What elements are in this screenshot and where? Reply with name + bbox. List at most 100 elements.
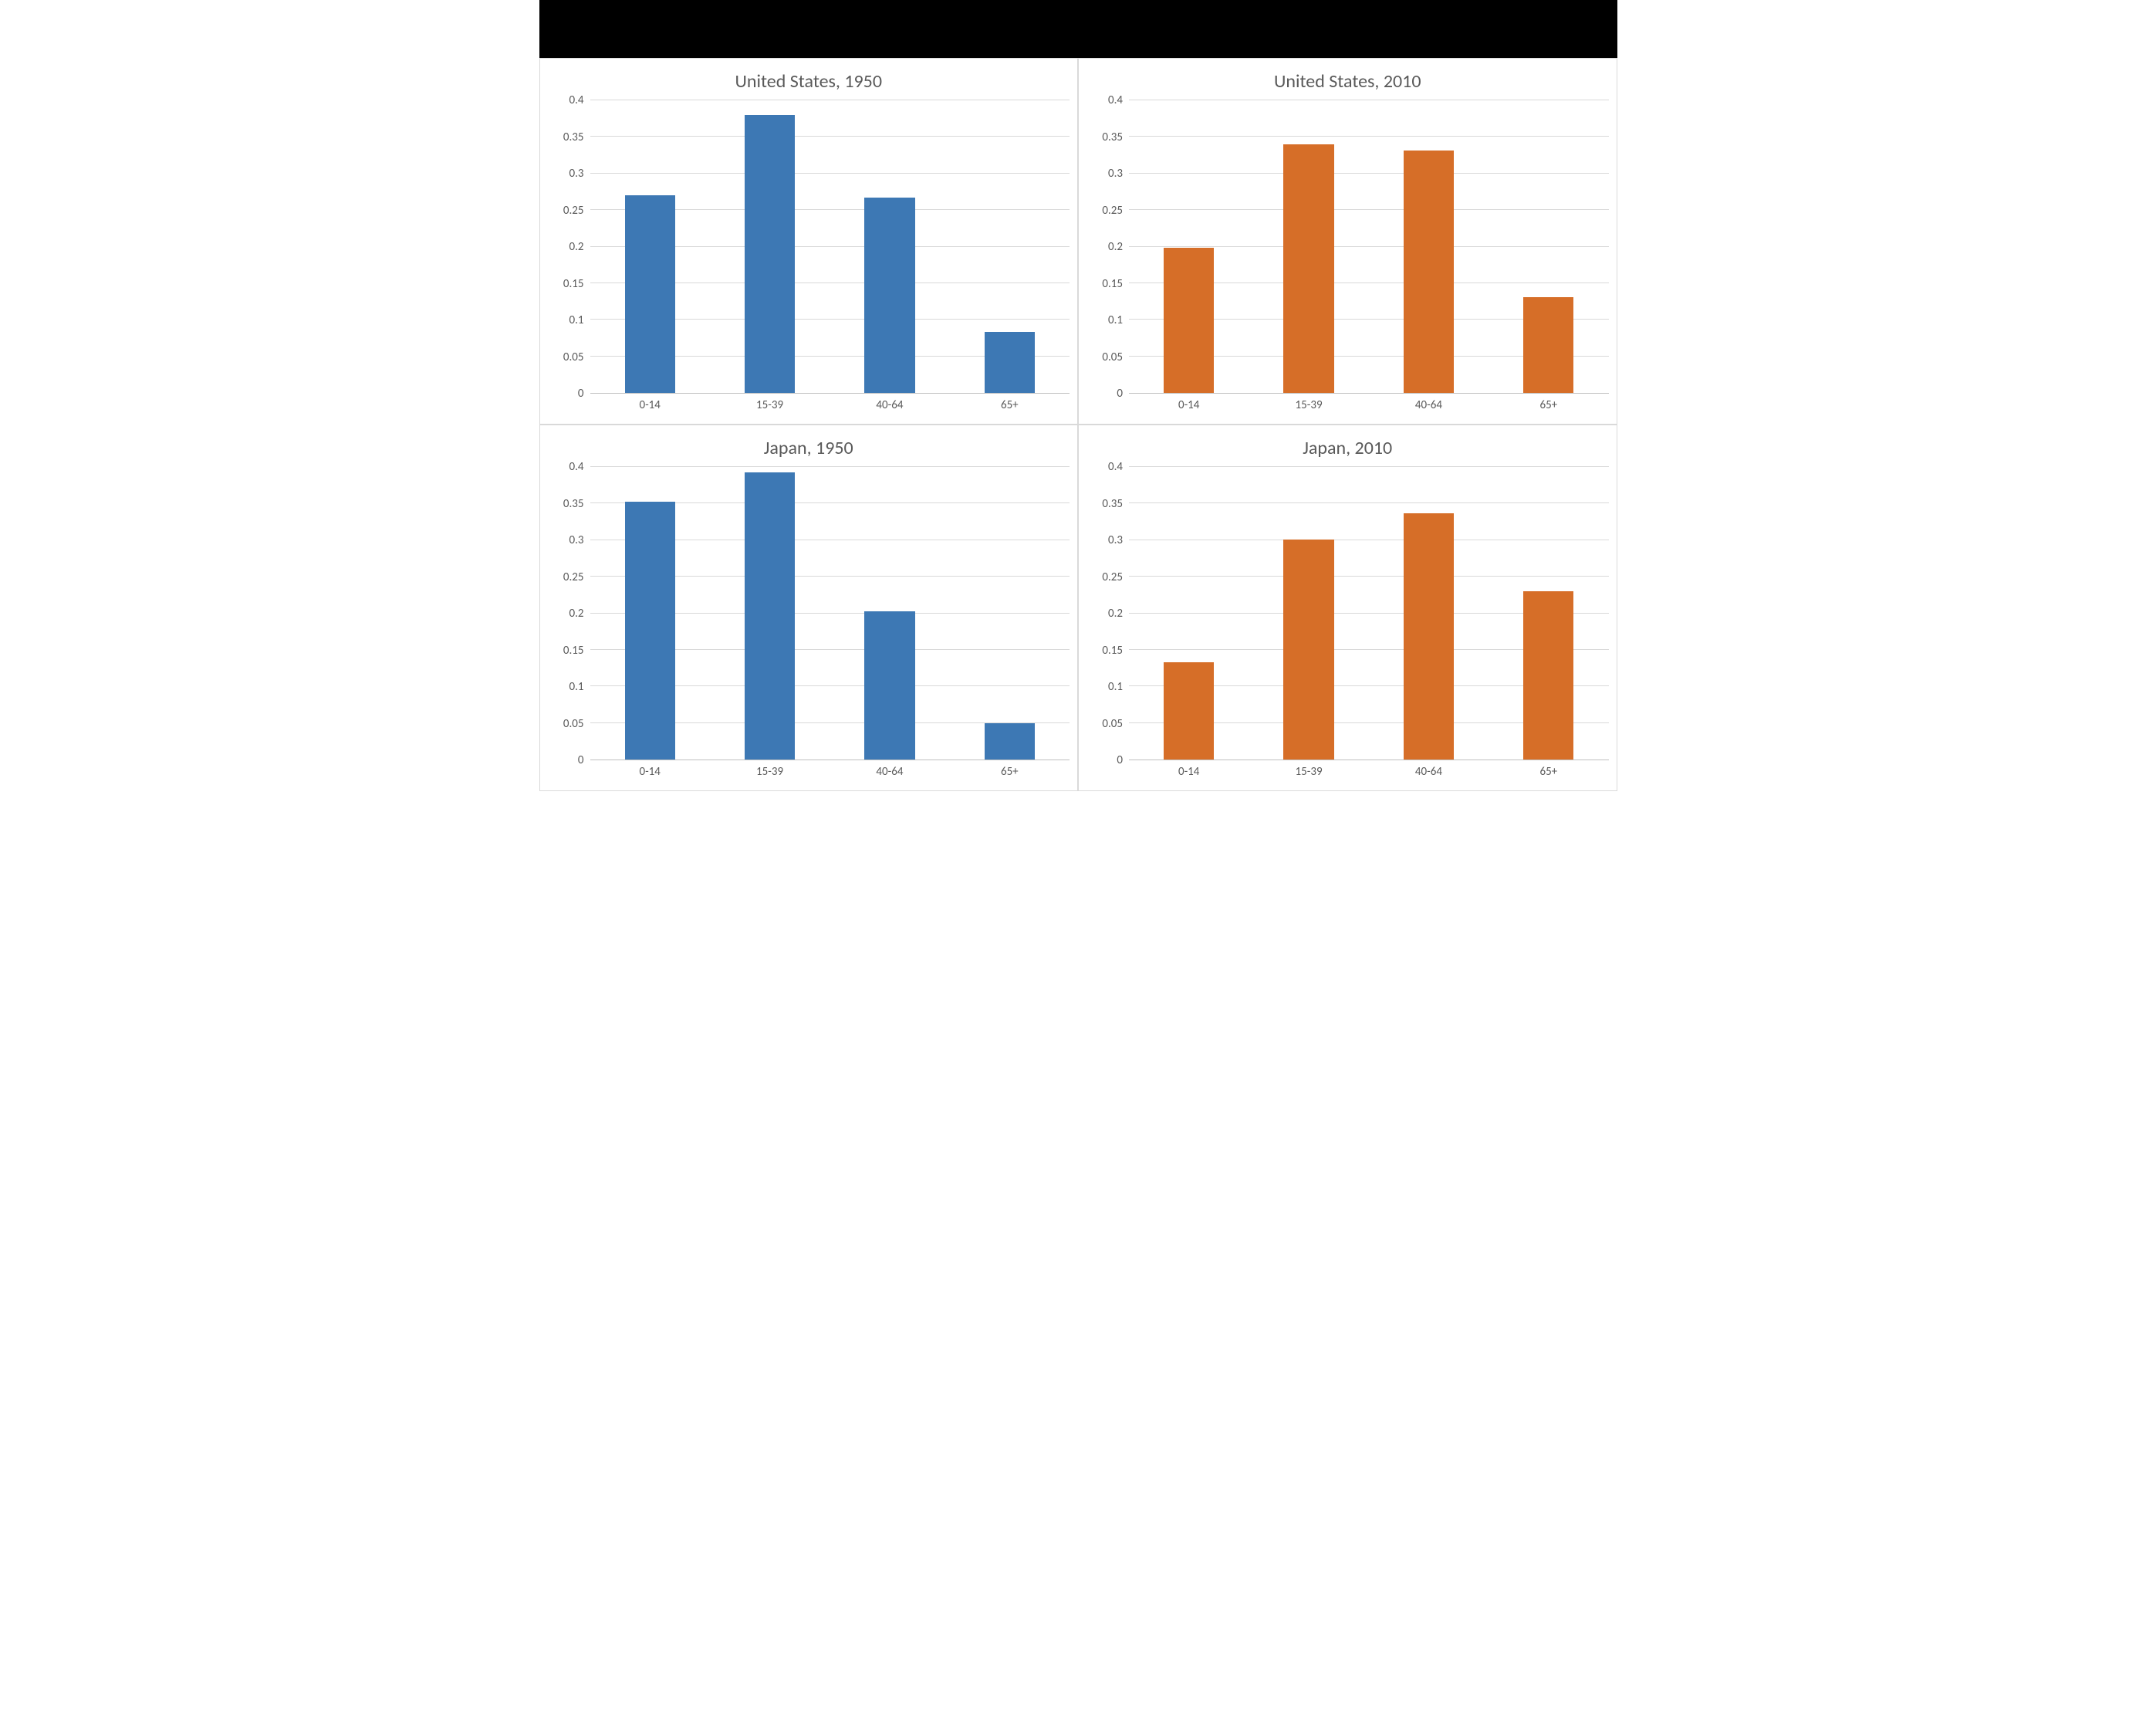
bars-container xyxy=(1129,100,1609,393)
y-tick-label: 0.2 xyxy=(1108,240,1123,254)
bar-slot xyxy=(1489,100,1608,393)
x-tick-label: 40-64 xyxy=(1369,398,1489,412)
chart-panel-us-2010: United States, 2010 0 0.05 0.1 0.15 0.2 0.25 0.… xyxy=(1078,58,1617,425)
y-tick-label: 0.35 xyxy=(1102,130,1123,144)
y-tick-label: 0.4 xyxy=(569,93,584,107)
bar-slot xyxy=(1489,467,1608,760)
bar xyxy=(864,611,914,760)
panel-title: United States, 2010 xyxy=(1086,70,1609,93)
y-tick-label: 0.05 xyxy=(1102,717,1123,731)
x-tick-label: 65+ xyxy=(1489,398,1608,412)
y-tick-label: 0.05 xyxy=(563,350,584,364)
bar xyxy=(1404,151,1454,393)
x-tick-label: 40-64 xyxy=(830,765,949,779)
y-tick-label: 0.3 xyxy=(1108,533,1123,547)
bar-slot xyxy=(830,467,949,760)
x-tick-label: 15-39 xyxy=(1249,765,1368,779)
y-axis: 00.050.10.150.20.250.30.350.4 xyxy=(548,467,590,760)
x-tick-label: 15-39 xyxy=(710,765,830,779)
plot-area xyxy=(1129,467,1609,760)
bar xyxy=(625,502,675,760)
chart-panel-us-1950: United States, 1950 0 0.05 0.1 0.15 0.2 0.25 0.… xyxy=(539,58,1079,425)
y-tick-label: 0.1 xyxy=(569,680,584,694)
y-tick-label: 0.15 xyxy=(1102,277,1123,291)
y-tick-label: 0 xyxy=(1117,387,1123,401)
y-tick-label: 0.15 xyxy=(1102,644,1123,658)
chart-area: 00.050.10.150.20.250.30.350.4 xyxy=(548,467,1070,760)
y-tick-label: 0.4 xyxy=(569,460,584,474)
bar xyxy=(1404,513,1454,760)
y-tick-label: 0.1 xyxy=(569,313,584,327)
bars-container xyxy=(1129,467,1609,760)
x-axis: 0-1415-3940-6465+ xyxy=(1129,765,1609,779)
y-axis: 00.050.10.150.20.250.30.350.4 xyxy=(1086,100,1129,394)
bar-slot xyxy=(1129,467,1249,760)
x-tick-label: 0-14 xyxy=(1129,765,1249,779)
bar-slot xyxy=(1369,100,1489,393)
x-tick-label: 0-14 xyxy=(590,398,710,412)
y-tick-label: 0 xyxy=(578,753,584,767)
bar xyxy=(1164,248,1214,393)
bar xyxy=(985,723,1035,760)
x-tick-label: 40-64 xyxy=(1369,765,1489,779)
bar xyxy=(625,195,675,393)
bar-slot xyxy=(1249,467,1368,760)
bar xyxy=(745,115,795,393)
x-tick-label: 65+ xyxy=(950,398,1070,412)
panel-title: Japan, 2010 xyxy=(1086,437,1609,459)
y-tick-label: 0 xyxy=(578,387,584,401)
x-tick-label: 65+ xyxy=(1489,765,1608,779)
bars-container xyxy=(590,467,1070,760)
bar-slot xyxy=(830,100,949,393)
plot-area xyxy=(590,100,1070,394)
y-tick-label: 0.15 xyxy=(563,277,584,291)
y-tick-label: 0.3 xyxy=(569,533,584,547)
bar xyxy=(745,472,795,760)
bar-slot xyxy=(1249,100,1368,393)
y-axis: 00.050.10.150.20.250.30.350.4 xyxy=(1086,467,1129,760)
bar-slot xyxy=(590,467,710,760)
y-tick-label: 0.1 xyxy=(1108,680,1123,694)
y-tick-label: 0.3 xyxy=(1108,167,1123,181)
y-tick-label: 0.35 xyxy=(563,130,584,144)
y-tick-label: 0.2 xyxy=(569,240,584,254)
y-tick-label: 0.25 xyxy=(563,204,584,218)
bar-slot xyxy=(1129,100,1249,393)
bar xyxy=(1283,144,1333,393)
y-tick-label: 0.3 xyxy=(569,167,584,181)
chart-area: 00.050.10.150.20.250.30.350.4 xyxy=(1086,467,1609,760)
bar-slot xyxy=(590,100,710,393)
x-axis: 0-1415-3940-6465+ xyxy=(590,398,1070,412)
y-tick-label: 0.1 xyxy=(1108,313,1123,327)
y-tick-label: 0.35 xyxy=(563,497,584,511)
panel-title: United States, 1950 xyxy=(548,70,1070,93)
chart-area: 00.050.10.150.20.250.30.350.4 xyxy=(1086,100,1609,394)
bar xyxy=(1283,540,1333,760)
header-bar xyxy=(539,0,1617,58)
y-tick-label: 0.35 xyxy=(1102,497,1123,511)
y-tick-label: 0.05 xyxy=(1102,350,1123,364)
y-tick-label: 0.25 xyxy=(1102,570,1123,584)
bar-slot xyxy=(950,467,1070,760)
bar-slot xyxy=(1369,467,1489,760)
bars-container xyxy=(590,100,1070,393)
bar-slot xyxy=(710,467,830,760)
chart-panel-japan-2010: Japan, 201000.050.10.150.20.250.30.350.4… xyxy=(1078,425,1617,791)
y-axis: 00.050.10.150.20.250.30.350.4 xyxy=(548,100,590,394)
chart-area: 00.050.10.150.20.250.30.350.4 xyxy=(548,100,1070,394)
page-root: United States, 1950 0 0.05 0.1 0.15 0.2 0.25 0.… xyxy=(539,0,1617,791)
y-tick-label: 0.25 xyxy=(1102,204,1123,218)
y-tick-label: 0.4 xyxy=(1108,460,1123,474)
bar xyxy=(1523,297,1573,393)
x-tick-label: 15-39 xyxy=(710,398,830,412)
bar xyxy=(1523,591,1573,760)
y-tick-label: 0.15 xyxy=(563,644,584,658)
y-tick-label: 0.05 xyxy=(563,717,584,731)
y-tick-label: 0.2 xyxy=(569,607,584,621)
x-tick-label: 0-14 xyxy=(1129,398,1249,412)
bar xyxy=(985,332,1035,393)
chart-panel-japan-1950: Japan, 195000.050.10.150.20.250.30.350.4… xyxy=(539,425,1079,791)
x-tick-label: 0-14 xyxy=(590,765,710,779)
bar xyxy=(1164,662,1214,760)
y-tick-label: 0.4 xyxy=(1108,93,1123,107)
